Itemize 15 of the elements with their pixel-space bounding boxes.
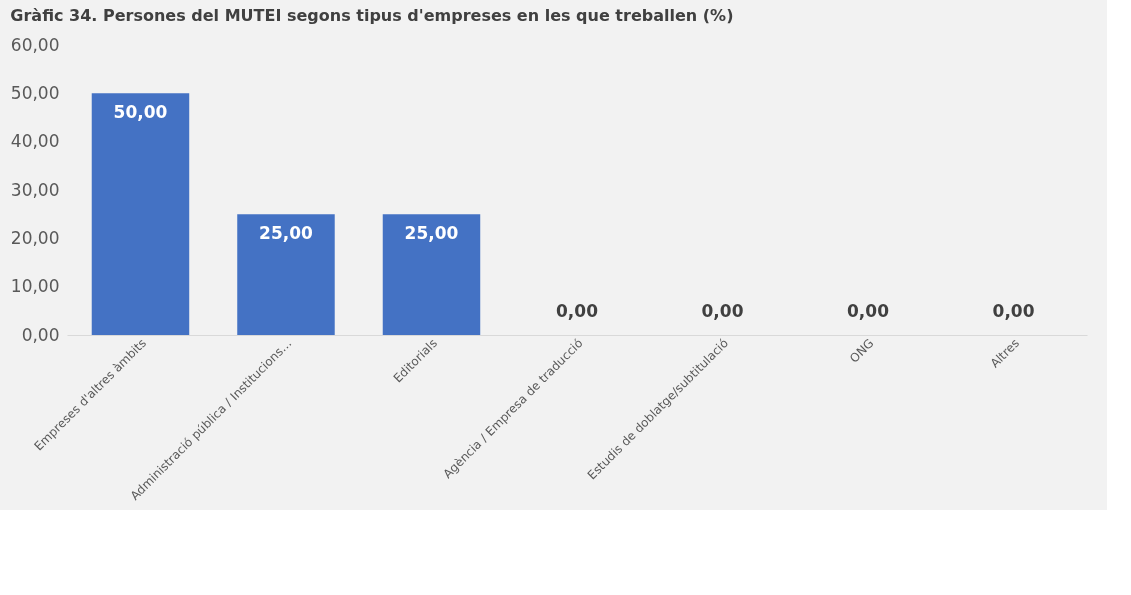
data-label: 0,00 <box>847 301 890 321</box>
y-tick-label: 10,00 <box>10 276 60 297</box>
y-tick-label: 40,00 <box>10 131 60 152</box>
y-tick-label: 20,00 <box>10 227 60 248</box>
y-tick-label: 50,00 <box>10 82 60 103</box>
y-tick-label: 30,00 <box>10 179 60 200</box>
data-label: 50,00 <box>113 102 168 123</box>
data-label: 0,00 <box>701 301 744 321</box>
y-tick-label: 0,00 <box>21 324 60 345</box>
data-label: 25,00 <box>259 223 314 244</box>
chart-title: Gràfic 34. Persones del MUTEI segons tipus d'empreses en les que treballen (%) <box>10 6 734 25</box>
data-label: 0,00 <box>556 301 599 321</box>
y-tick-label: 60,00 <box>10 34 60 55</box>
data-label: 25,00 <box>404 223 459 244</box>
data-label: 0,00 <box>992 301 1035 321</box>
